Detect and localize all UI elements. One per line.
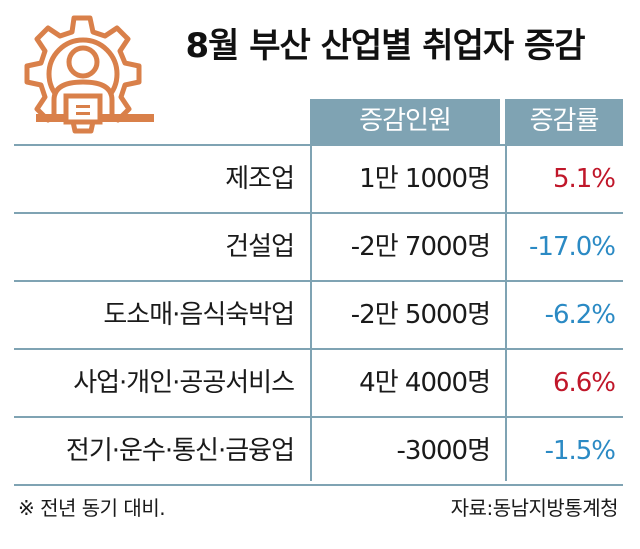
row-rate: 5.1% — [552, 164, 616, 194]
header-rate: 증감률 — [505, 99, 623, 144]
table-row: 전기·운수·통신·금융업 -3000명 -1.5% — [14, 418, 623, 486]
row-category: 전기·운수·통신·금융업 — [65, 436, 295, 466]
column-divider — [310, 146, 312, 481]
table-row: 건설업 -2만 7000명 -17.0% — [14, 214, 623, 282]
row-rate: -6.2% — [544, 300, 616, 330]
row-count: -2만 7000명 — [350, 232, 491, 262]
row-count: -3000명 — [396, 436, 491, 466]
row-rate: 6.6% — [552, 368, 616, 398]
row-category: 도소매·음식숙박업 — [103, 300, 295, 330]
row-category: 건설업 — [225, 232, 295, 262]
table-row: 제조업 1만 1000명 5.1% — [14, 146, 623, 214]
header-count: 증감인원 — [310, 99, 500, 144]
row-rate: -1.5% — [544, 436, 616, 466]
row-count: -2만 5000명 — [350, 300, 491, 330]
row-category: 사업·개인·공공서비스 — [73, 368, 295, 398]
row-category: 제조업 — [225, 164, 295, 194]
row-count: 4만 4000명 — [359, 368, 491, 398]
chart-title: 8월 부산 산업별 취업자 증감 — [185, 26, 585, 66]
top-rule — [14, 144, 623, 146]
row-rate: -17.0% — [529, 232, 616, 262]
column-divider — [505, 146, 507, 481]
row-count: 1만 1000명 — [359, 164, 491, 194]
worker-gear-icon — [24, 15, 154, 134]
table-row: 도소매·음식숙박업 -2만 5000명 -6.2% — [14, 282, 623, 350]
table-row: 사업·개인·공공서비스 4만 4000명 6.6% — [14, 350, 623, 418]
footnote: ※ 전년 동기 대비. — [18, 496, 166, 520]
source-note: 자료:동남지방통계청 — [450, 496, 619, 520]
